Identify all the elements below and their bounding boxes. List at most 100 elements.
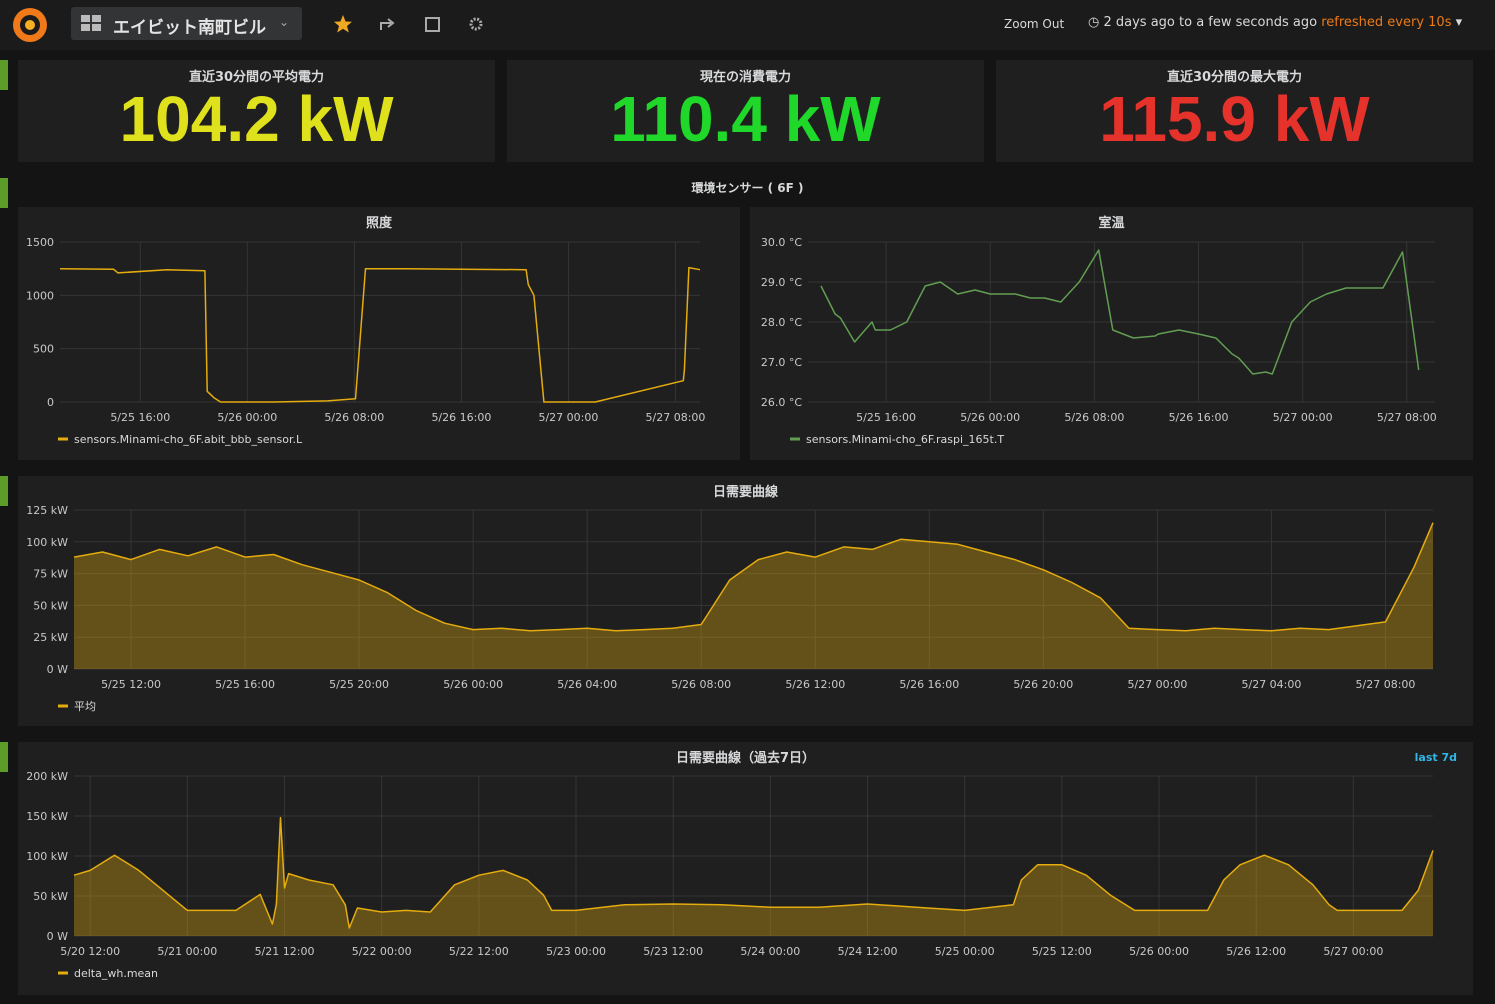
y-tick-label: 0 bbox=[47, 396, 54, 409]
y-tick-label: 29.0 °C bbox=[761, 276, 802, 289]
caret: ⌄ bbox=[279, 15, 290, 29]
y-tick-label: 200 kW bbox=[26, 770, 68, 783]
y-tick-label: 30.0 °C bbox=[761, 236, 802, 249]
x-tick-label: 5/26 00:00 bbox=[217, 411, 277, 424]
settings-icon[interactable] bbox=[469, 17, 483, 31]
x-tick-label: 5/21 00:00 bbox=[157, 945, 217, 958]
x-tick-label: 5/26 16:00 bbox=[1169, 411, 1229, 424]
chart-title: 室温 bbox=[1098, 215, 1124, 231]
y-tick-label: 1500 bbox=[26, 236, 54, 249]
y-tick-label: 28.0 °C bbox=[761, 316, 802, 329]
refresh-interval: refreshed every 10s bbox=[1321, 15, 1452, 30]
share-icon[interactable] bbox=[380, 18, 395, 30]
x-tick-label: 5/26 08:00 bbox=[1064, 411, 1124, 424]
stat-value: 104.2 kW bbox=[119, 83, 394, 155]
x-tick-label: 5/27 08:00 bbox=[1377, 411, 1437, 424]
legend-label: 平均 bbox=[74, 700, 96, 713]
dashboard-picker[interactable]: エイビット南町ビル ⌄ bbox=[71, 7, 302, 40]
area bbox=[74, 522, 1433, 669]
line bbox=[73, 522, 1434, 632]
y-tick-label: 1000 bbox=[26, 289, 54, 302]
legend-label: delta_wh.mean bbox=[74, 967, 158, 980]
x-tick-label: 5/25 16:00 bbox=[856, 411, 916, 424]
area bbox=[74, 817, 1433, 936]
legend-label: sensors.Minami-cho_6F.raspi_165t.T bbox=[806, 433, 1004, 446]
y-tick-label: 125 kW bbox=[26, 504, 68, 517]
x-tick-label: 5/25 16:00 bbox=[110, 411, 170, 424]
top-bar: エイビット南町ビル ⌄ Zoom Out ◷ 2 days ago to a f… bbox=[0, 0, 1495, 50]
x-tick-label: 5/27 04:00 bbox=[1241, 678, 1301, 691]
x-tick-label: 5/20 12:00 bbox=[60, 945, 120, 958]
x-tick-label: 5/26 00:00 bbox=[1129, 945, 1189, 958]
x-tick-label: 5/25 12:00 bbox=[101, 678, 161, 691]
row-marker bbox=[0, 742, 8, 772]
x-tick-label: 5/27 00:00 bbox=[538, 411, 598, 424]
x-tick-label: 5/21 12:00 bbox=[255, 945, 315, 958]
x-tick-label: 5/27 08:00 bbox=[646, 411, 706, 424]
x-tick-label: 5/25 00:00 bbox=[935, 945, 995, 958]
chart-panel: 照度 0 500 1000 1500 5/25 16:00 5/26 00:00 5/26 0… bbox=[18, 207, 740, 460]
x-tick-label: 5/24 12:00 bbox=[838, 945, 898, 958]
stat-panel: 直近30分間の平均電力 104.2 kW bbox=[18, 60, 495, 162]
chart-panel: 日需要曲線 0 W 25 kW 50 kW 75 kW 100 kW 125 kW 5/25 … bbox=[18, 476, 1473, 726]
x-tick-label: 5/22 00:00 bbox=[352, 945, 412, 958]
row-marker bbox=[0, 178, 8, 208]
x-tick-label: 5/26 08:00 bbox=[324, 411, 384, 424]
x-tick-label: 5/26 16:00 bbox=[431, 411, 491, 424]
x-tick-label: 5/26 08:00 bbox=[671, 678, 731, 691]
y-tick-label: 26.0 °C bbox=[761, 396, 802, 409]
y-tick-label: 500 bbox=[33, 343, 54, 356]
x-tick-label: 5/26 20:00 bbox=[1013, 678, 1073, 691]
y-tick-label: 25 kW bbox=[33, 631, 68, 644]
x-tick-label: 5/23 12:00 bbox=[643, 945, 703, 958]
x-tick-label: 5/26 00:00 bbox=[960, 411, 1020, 424]
stat-panel: 現在の消費電力 110.4 kW bbox=[507, 60, 984, 162]
x-tick-label: 5/24 00:00 bbox=[740, 945, 800, 958]
y-tick-label: 0 W bbox=[47, 663, 68, 676]
stat-value: 110.4 kW bbox=[610, 83, 881, 155]
line bbox=[73, 816, 1434, 929]
x-tick-label: 5/26 04:00 bbox=[557, 678, 617, 691]
x-tick-label: 5/27 08:00 bbox=[1356, 678, 1416, 691]
y-tick-label: 27.0 °C bbox=[761, 356, 802, 369]
chart-panel: 室温 26.0 °C 27.0 °C 28.0 °C 29.0 °C 30.0 °C 5/2… bbox=[750, 207, 1473, 460]
row-title: 環境センサー ( 6F ) bbox=[691, 181, 804, 195]
x-tick-label: 5/27 00:00 bbox=[1127, 678, 1187, 691]
chart-title: 照度 bbox=[366, 215, 393, 231]
x-tick-label: 5/26 16:00 bbox=[899, 678, 959, 691]
stat-title: 直近30分間の最大電力 bbox=[1166, 70, 1303, 85]
row-marker bbox=[0, 60, 8, 90]
x-tick-label: 5/22 12:00 bbox=[449, 945, 509, 958]
chart-title: 日需要曲線 bbox=[713, 484, 779, 500]
stat-title: 現在の消費電力 bbox=[699, 70, 791, 85]
time-range: 2 days ago to a few seconds ago bbox=[1103, 15, 1318, 30]
save-icon[interactable] bbox=[425, 17, 440, 32]
x-tick-label: 5/25 16:00 bbox=[215, 678, 275, 691]
stat-panel: 直近30分間の最大電力 115.9 kW bbox=[996, 60, 1473, 162]
chart-title: 日需要曲線（過去7日） bbox=[676, 750, 815, 766]
x-tick-label: 5/25 12:00 bbox=[1032, 945, 1092, 958]
y-tick-label: 75 kW bbox=[33, 568, 68, 581]
x-tick-label: 5/26 12:00 bbox=[785, 678, 845, 691]
zoom-out[interactable]: Zoom Out bbox=[1004, 17, 1065, 31]
chart-panel: 日需要曲線（過去7日） last 7d 0 W 50 kW 100 kW 150 kW 20… bbox=[18, 742, 1473, 995]
x-tick-label: 5/25 20:00 bbox=[329, 678, 389, 691]
stat-title: 直近30分間の平均電力 bbox=[188, 70, 325, 85]
x-tick-label: 5/26 12:00 bbox=[1226, 945, 1286, 958]
logo[interactable] bbox=[10, 5, 52, 45]
toolbar-icons bbox=[334, 15, 483, 33]
star-icon[interactable] bbox=[334, 15, 352, 33]
time-override: last 7d bbox=[1415, 751, 1457, 764]
y-tick-label: 100 kW bbox=[26, 850, 68, 863]
y-tick-label: 0 W bbox=[47, 930, 68, 943]
y-tick-label: 150 kW bbox=[26, 810, 68, 823]
grid-icon bbox=[81, 15, 101, 31]
x-tick-label: 5/26 00:00 bbox=[443, 678, 503, 691]
stat-value: 115.9 kW bbox=[1099, 83, 1370, 155]
time-picker[interactable]: ◷ 2 days ago to a few seconds ago refres… bbox=[1088, 15, 1463, 30]
line bbox=[820, 249, 1420, 375]
x-tick-label: 5/23 00:00 bbox=[546, 945, 606, 958]
line bbox=[59, 266, 701, 403]
x-tick-label: 5/27 00:00 bbox=[1273, 411, 1333, 424]
